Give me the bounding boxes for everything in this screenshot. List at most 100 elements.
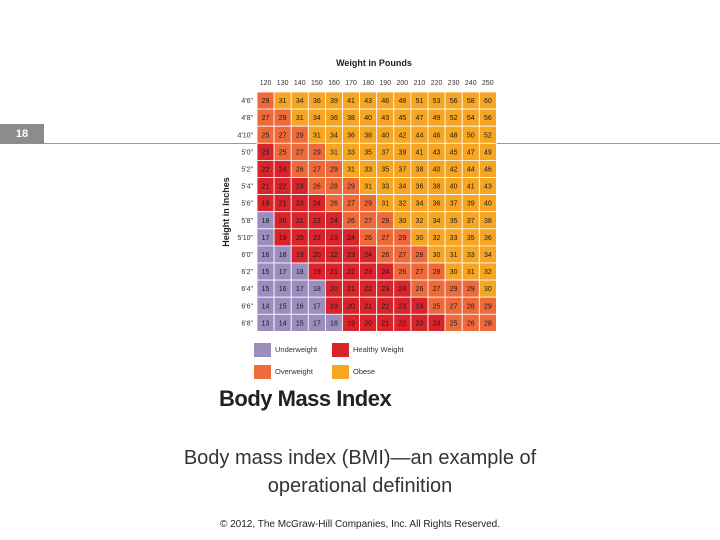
bmi-value: 24 [313, 201, 321, 208]
row-header: 5'2" [241, 166, 253, 173]
bmi-value: 38 [364, 132, 372, 139]
bmi-value: 22 [381, 303, 389, 310]
bmi-value: 60 [484, 98, 492, 105]
bmi-value: 34 [313, 115, 321, 122]
bmi-value: 19 [313, 269, 321, 276]
row-header: 5'8" [241, 218, 253, 225]
column-header: 170 [345, 80, 357, 87]
bmi-value: 32 [416, 218, 424, 225]
bmi-value: 37 [467, 218, 475, 225]
row-header: 5'0" [241, 149, 253, 156]
bmi-value: 25 [433, 303, 441, 310]
bmi-value: 45 [398, 115, 406, 122]
bmi-value: 49 [484, 149, 492, 156]
legend-swatch-obese [332, 365, 349, 379]
bmi-value: 22 [364, 286, 372, 293]
row-header: 6'2" [241, 269, 253, 276]
bmi-value: 36 [347, 132, 355, 139]
bmi-value: 53 [433, 98, 441, 105]
bmi-value: 15 [296, 320, 304, 327]
row-header: 5'6" [241, 201, 253, 208]
bmi-value: 34 [330, 132, 338, 139]
chart-title: Weight in Pounds [336, 58, 412, 68]
bmi-value: 24 [347, 235, 355, 242]
bmi-value: 21 [347, 286, 355, 293]
bmi-value: 33 [381, 184, 389, 191]
column-header: 230 [448, 80, 460, 87]
bmi-value: 44 [467, 166, 475, 173]
bmi-value: 28 [433, 269, 441, 276]
bmi-value: 31 [347, 166, 355, 173]
bmi-value: 36 [416, 184, 424, 191]
bmi-value: 29 [347, 184, 355, 191]
bmi-value: 25 [262, 132, 270, 139]
column-header: 180 [362, 80, 374, 87]
bmi-value: 23 [381, 286, 389, 293]
caption-line-1: Body mass index (BMI)—an example of [183, 447, 537, 469]
legend-label-healthy: Healthy Weight [353, 345, 404, 354]
column-header: 190 [379, 80, 391, 87]
bmi-value: 32 [398, 201, 406, 208]
bmi-value: 56 [450, 98, 458, 105]
bmi-value: 27 [398, 252, 406, 259]
bmi-value: 24 [279, 166, 287, 173]
bmi-value: 29 [330, 166, 338, 173]
bmi-value: 17 [313, 320, 321, 327]
bmi-value: 23 [330, 235, 338, 242]
bmi-value: 15 [279, 303, 287, 310]
bmi-value: 47 [416, 115, 424, 122]
bmi-value: 23 [416, 320, 424, 327]
bmi-value: 38 [347, 115, 355, 122]
bmi-value: 30 [433, 252, 441, 259]
bmi-value: 34 [398, 184, 406, 191]
bmi-value: 31 [279, 98, 287, 105]
bmi-cell [478, 313, 497, 332]
bmi-value: 29 [398, 235, 406, 242]
bmi-value: 17 [262, 235, 270, 242]
slide-number: 18 [0, 124, 44, 144]
slide-caption: Body mass index (BMI)—an example of oper… [100, 444, 620, 500]
bmi-value: 33 [467, 252, 475, 259]
bmi-value: 32 [484, 269, 492, 276]
bmi-value: 23 [313, 218, 321, 225]
bmi-value: 38 [433, 184, 441, 191]
bmi-value: 21 [279, 201, 287, 208]
legend-label-underweight: Underweight [275, 345, 318, 354]
bmi-value: 35 [364, 149, 372, 156]
bmi-value: 56 [484, 115, 492, 122]
bmi-value: 25 [450, 320, 458, 327]
bmi-value: 27 [296, 149, 304, 156]
bmi-value: 26 [364, 235, 372, 242]
bmi-value: 27 [433, 286, 441, 293]
bmi-value: 13 [262, 320, 270, 327]
bmi-value: 21 [381, 320, 389, 327]
legend-swatch-underweight [254, 343, 271, 357]
bmi-value: 26 [330, 201, 338, 208]
column-header: 150 [311, 80, 323, 87]
bmi-value: 49 [433, 115, 441, 122]
bmi-value: 26 [467, 320, 475, 327]
bmi-value: 14 [262, 303, 270, 310]
bmi-value: 30 [398, 218, 406, 225]
bmi-value: 39 [330, 98, 338, 105]
bmi-value: 33 [347, 149, 355, 156]
row-header: 4'10" [237, 132, 253, 139]
column-header: 250 [482, 80, 494, 87]
row-header: 6'4" [241, 286, 253, 293]
bmi-value: 18 [262, 218, 270, 225]
bmi-value: 36 [330, 115, 338, 122]
bmi-value: 31 [364, 184, 372, 191]
bmi-value: 24 [364, 252, 372, 259]
bmi-value: 22 [347, 269, 355, 276]
bmi-value: 30 [416, 235, 424, 242]
bmi-value: 26 [381, 252, 389, 259]
bmi-value: 24 [381, 269, 389, 276]
bmi-value: 28 [484, 320, 492, 327]
bmi-value: 29 [467, 286, 475, 293]
bmi-value: 31 [467, 269, 475, 276]
bmi-value: 34 [416, 201, 424, 208]
bmi-value: 52 [484, 132, 492, 139]
bmi-value: 21 [296, 218, 304, 225]
bmi-value: 19 [347, 320, 355, 327]
